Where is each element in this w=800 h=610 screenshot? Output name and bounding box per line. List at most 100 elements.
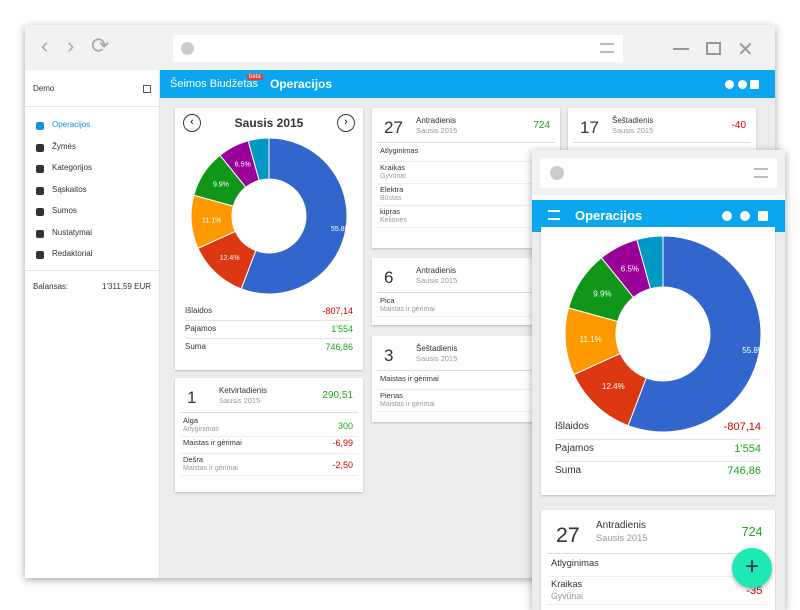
mobile-window: Operacijos 55.8% 12.4% 11.1% 9.9% 6.5% Išlaido… [532,150,785,610]
month-title: Sausis 2015 [234,116,304,130]
divider [185,338,353,339]
prev-month[interactable]: ‹ [183,114,201,132]
divider [547,603,769,605]
item-category: Kelionės [380,217,407,224]
hamburger[interactable] [548,210,560,220]
item-category: Būstas [380,195,402,202]
mail-icon[interactable] [758,211,768,221]
day-card: 3 Šeštadienis Sausis 2015 Maistas ir gėrima… [372,336,560,422]
divider [555,461,761,462]
donut-slice [240,137,348,295]
day-card: 27 Antradienis Sausis 2015 724 Atlyginimas Kr… [372,108,560,248]
globe-icon [181,42,194,55]
slice-label: 6.5% [621,265,639,274]
divider [25,106,160,107]
menu-icon [36,122,44,130]
item-amount: -6,99 [332,438,353,448]
day-total: -40 [731,120,746,131]
info-icon[interactable] [725,80,734,89]
item-category: Gyvūnai [551,591,584,602]
divider [377,205,555,206]
menu-item[interactable]: Redaktoriai [52,249,93,258]
close[interactable]: ✕ [737,39,754,61]
next-month[interactable]: › [337,114,355,132]
divider [180,436,358,437]
item-name: Atlyginimas [551,557,599,568]
date: Sausis 2015 [219,396,261,405]
app-header: Šeimos Biudžetas beta Operacijos [160,70,775,98]
summary-label: Pajamos [555,443,594,454]
slice-label: 6.5% [235,162,251,169]
day-card: 6 Antradienis Sausis 2015 Pica Maistas ir gė… [372,258,560,325]
item-name: Maistas ir gėrimai [183,438,242,447]
summary-value: 1'554 [734,443,761,455]
balance-value: 1'311,59 EUR [102,282,151,291]
divider [547,552,769,554]
summary-value: -807,14 [322,306,353,316]
back-button[interactable]: ‹ [41,33,49,58]
item-amount: -35 [746,585,763,597]
weekday: Antradienis [416,266,457,275]
address-bar[interactable] [173,35,623,62]
divider [180,475,358,476]
date: Sausis 2015 [612,126,654,135]
menu-icon [36,208,44,216]
date: Sausis 2015 [416,276,458,285]
day-total: 290,51 [322,390,353,401]
divider [377,370,555,371]
logout-icon[interactable] [143,85,151,93]
summary-label: Pajamos [185,324,217,333]
info-icon[interactable] [722,211,732,221]
reload-button[interactable]: ⟳ [91,33,110,58]
item-name: Alga [183,416,199,425]
day-number: 17 [580,118,599,137]
menu-item[interactable]: Sąskaitos [52,184,87,194]
mail-icon[interactable] [750,80,759,89]
date: Sausis 2015 [416,126,458,135]
address-bar[interactable] [540,158,777,188]
item-name: Kraikas [380,163,406,172]
bell-icon[interactable] [740,211,750,221]
day-total: 724 [533,120,550,131]
weekday: Antradienis [596,520,647,531]
date: Sausis 2015 [416,354,458,363]
item-category: Maistas ir gėrimai [380,401,435,408]
bell-icon[interactable] [738,80,747,89]
minimize[interactable] [673,48,689,50]
summary-value: 1'554 [331,324,353,334]
maximize[interactable] [706,42,721,55]
menu-item[interactable]: Žymės [52,141,76,151]
divider [377,316,555,317]
divider [377,227,555,228]
globe-icon [550,166,564,180]
weekday: Ketvirtadienis [219,386,268,395]
menu-item[interactable]: Operacijos [52,120,91,129]
menu-item[interactable]: Sumos [52,206,77,215]
menu-icon [36,165,44,173]
slice-label: 55.8% [742,346,765,355]
date: Sausis 2015 [596,532,648,543]
day-number: 3 [384,346,394,365]
day-number: 27 [556,522,580,547]
beta-badge: beta [247,74,263,80]
donut-slice [627,235,762,433]
menu-item[interactable]: Nustatymai [52,227,93,237]
slice-label: 11.1% [580,335,602,344]
page-title: Operacijos [270,77,333,91]
divider [377,411,555,412]
divider [377,183,555,184]
divider [180,412,358,413]
slice-label: 9.9% [593,289,611,298]
item-name: Kraikas [551,578,583,589]
page-title: Operacijos [575,208,643,223]
menu-icon[interactable] [754,168,768,178]
add-button[interactable]: + [732,548,772,588]
divider [180,453,358,454]
menu-icon [36,251,44,259]
forward-button[interactable]: › [67,33,75,58]
menu-item[interactable]: Kategorijos [52,163,93,172]
divider [377,142,555,143]
menu-icon[interactable] [600,43,614,53]
